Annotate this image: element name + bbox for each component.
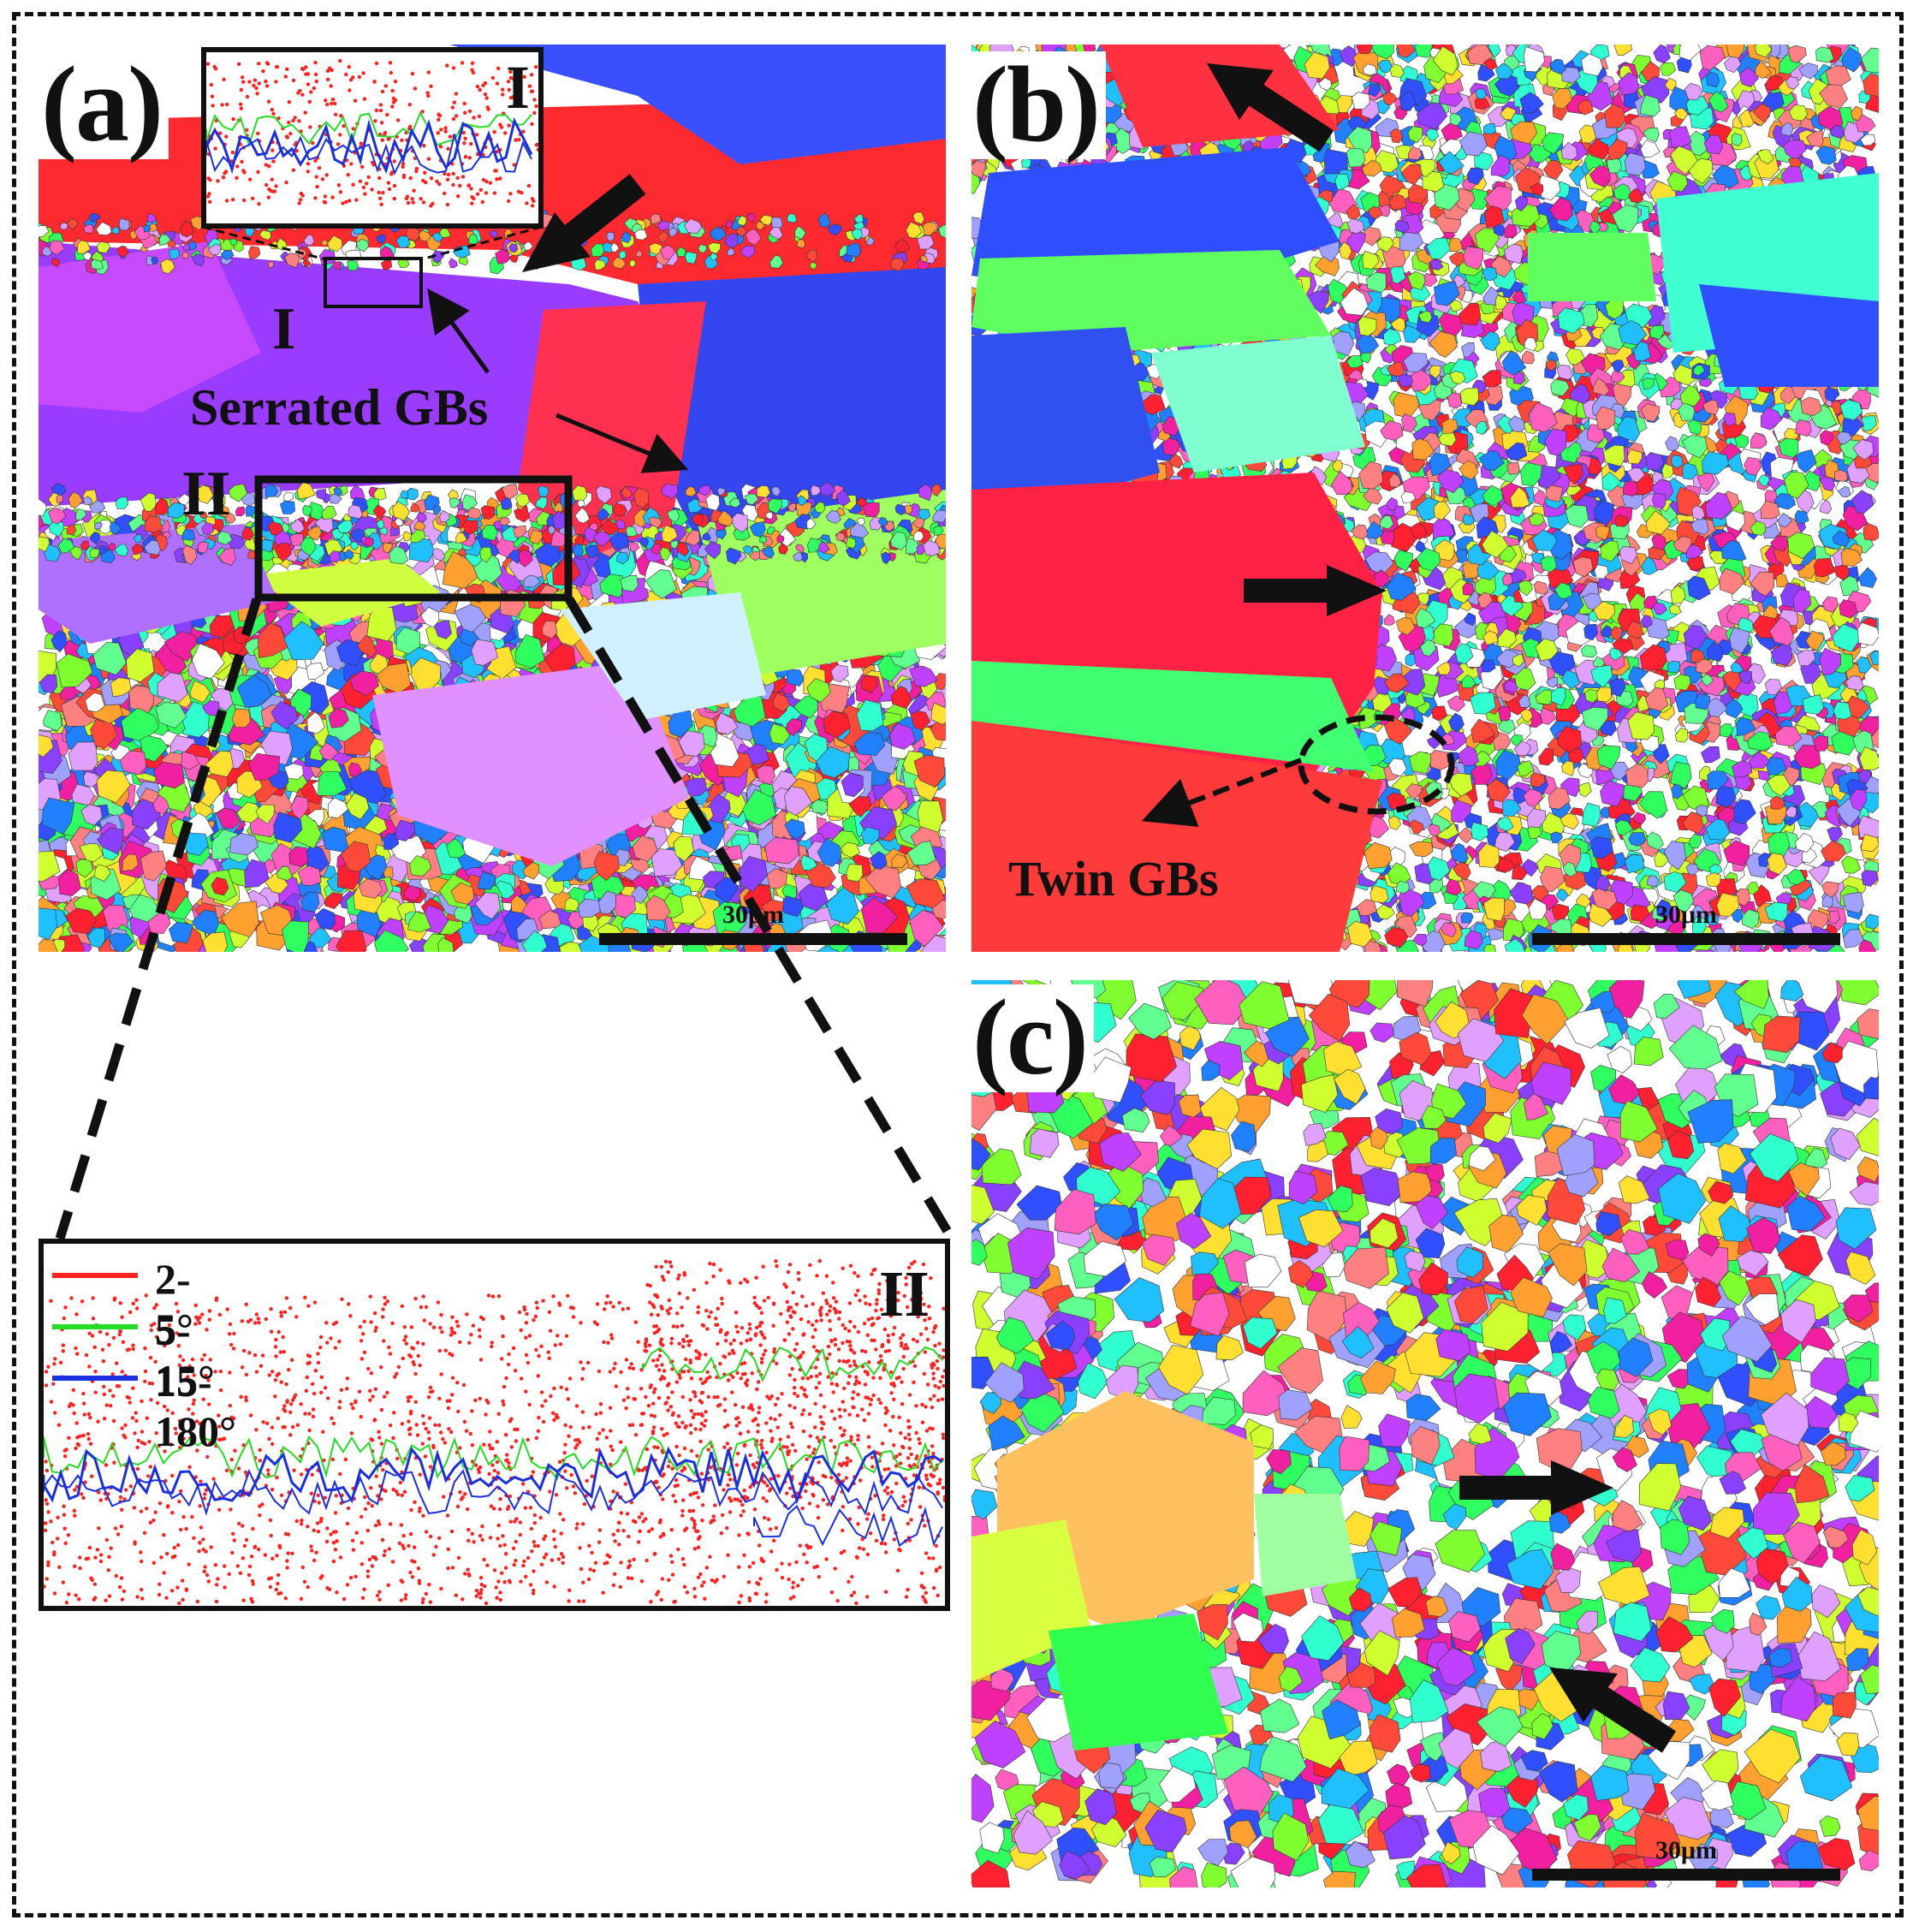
- grain-blue-topright: [449, 45, 946, 164]
- figure-frame: [12, 12, 1904, 1917]
- region-label-1: I: [272, 296, 296, 362]
- legend-line-mid: [52, 1324, 138, 1329]
- grain-blue-b3: [1699, 284, 1879, 387]
- scale-bar-a-line: [599, 933, 907, 945]
- boundary-trace: [44, 1468, 943, 1517]
- inset-region-1: I: [201, 47, 544, 229]
- fine-grain-field: [971, 980, 1879, 1887]
- scale-bar-c-label: 30μm: [1655, 1836, 1717, 1864]
- ipf-map-b: [971, 45, 1879, 952]
- grain-cyan-b1: [1151, 336, 1365, 473]
- legend-label-low: 2-5°: [155, 1255, 193, 1352]
- ebsd-map-c: 30μm: [971, 980, 1879, 1887]
- panel-label-b: (b): [965, 51, 1106, 159]
- legend-label-mid: 5-15°: [155, 1306, 215, 1404]
- boundary-trace: [206, 116, 533, 175]
- boundary-trace: [753, 1504, 943, 1548]
- scale-bar-b: 30μm: [1532, 901, 1840, 945]
- boundary-trace: [206, 134, 532, 176]
- scale-bar-c: 30μm: [1532, 1836, 1840, 1881]
- panel-label-a: (a): [34, 51, 169, 159]
- gb-map-inset-2: [44, 1258, 945, 1606]
- inset-2-label: II: [878, 1258, 930, 1330]
- ipf-map-c: [971, 980, 1879, 1887]
- grain-green-b2: [1528, 233, 1656, 301]
- inset-region-2: 2-5° 5-15° 15-180° II: [39, 1239, 950, 1611]
- grain-green-c1: [1049, 1614, 1228, 1751]
- legend-line-high: [52, 1376, 138, 1381]
- scale-bar-b-label: 30μm: [1655, 901, 1717, 929]
- legend-label-high: 15-180°: [155, 1358, 236, 1455]
- boundary-trace: [44, 1446, 943, 1505]
- ebsd-map-b: 30μm: [971, 45, 1879, 952]
- twin-band-green: [971, 661, 1374, 772]
- grain-blue-b2: [971, 327, 1160, 524]
- grain-magenta-left: [39, 241, 261, 413]
- twin-gbs-label: Twin GBs: [1008, 851, 1219, 907]
- panel-label-c: (c): [965, 984, 1094, 1092]
- legend-line-low: [52, 1273, 138, 1278]
- scale-bar-a: 30μm: [599, 901, 907, 945]
- boundary-scatter: [206, 58, 538, 208]
- boundary-trace: [206, 110, 532, 148]
- serrated-gbs-label: Serrated GBs: [190, 379, 489, 436]
- boundary-trace: [44, 1435, 943, 1481]
- boundary-scatter: [642, 1258, 945, 1502]
- boundary-trace: [642, 1346, 943, 1382]
- scale-bar-a-label: 30μm: [722, 901, 784, 929]
- grain-lightgreen-c1: [1254, 1494, 1357, 1596]
- gb-map-inset-1: [206, 58, 538, 208]
- scale-bar-b-line: [1532, 933, 1840, 945]
- grain-green-b1: [971, 250, 1331, 353]
- region-label-2: II: [181, 459, 231, 529]
- inset-1-label: I: [505, 53, 530, 122]
- grain-blue-right: [638, 267, 946, 558]
- scale-bar-c-line: [1532, 1869, 1840, 1881]
